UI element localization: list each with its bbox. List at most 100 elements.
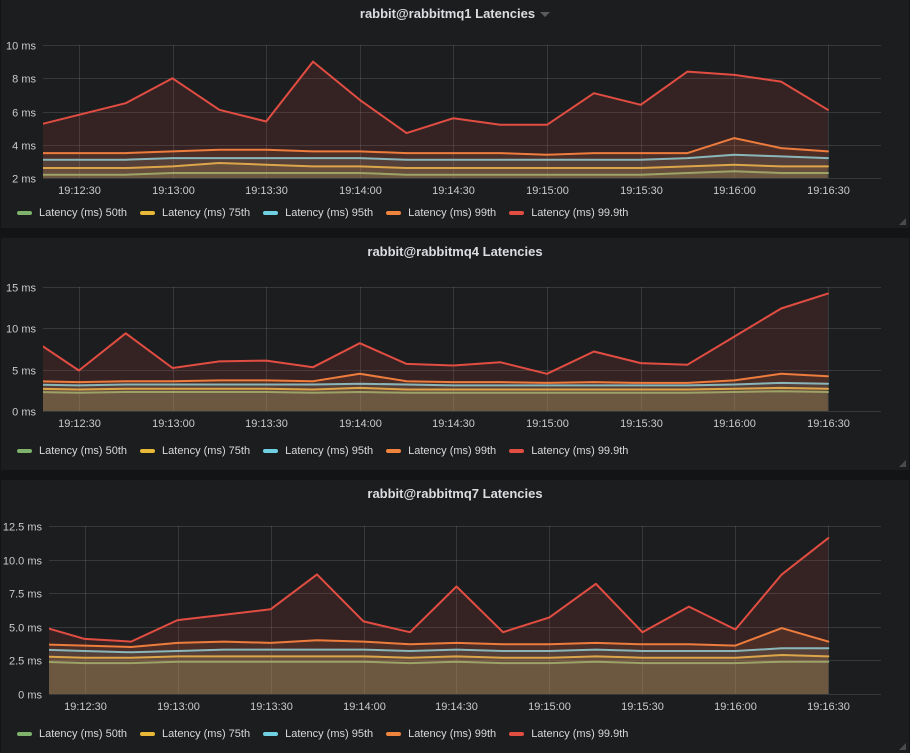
x-tick-label: 19:14:00 [339, 418, 382, 430]
series-area-99.9th [43, 293, 828, 411]
y-tick-label: 10.0 ms [3, 556, 43, 568]
legend-item-75th[interactable]: Latency (ms) 75th [140, 445, 250, 457]
legend-item-99.9th[interactable]: Latency (ms) 99.9th [509, 728, 628, 740]
x-tick-label: 19:14:30 [432, 185, 475, 197]
legend-item-50th[interactable]: Latency (ms) 50th [17, 445, 127, 457]
legend-label: Latency (ms) 50th [39, 444, 128, 457]
y-tick-label: 10 ms [6, 324, 36, 336]
x-tick-label: 19:16:30 [807, 701, 850, 713]
series-area-50th [43, 171, 828, 178]
series-line-99.9th [49, 537, 830, 643]
legend-swatch-95th [263, 448, 279, 453]
legend-swatch-50th [17, 448, 32, 453]
x-tick-label: 19:15:00 [526, 418, 569, 430]
x-tick-label: 19:15:00 [526, 185, 569, 197]
series-area-75th [49, 655, 829, 694]
panel-menu-caret-icon[interactable] [540, 12, 551, 17]
x-tick-label: 19:12:30 [64, 701, 107, 713]
panel-header[interactable]: rabbit@rabbitmq1 Latencies [1, 0, 909, 27]
panel-title[interactable]: rabbit@rabbitmq1 Latencies [359, 6, 536, 21]
series-area-99.9th [43, 61, 828, 178]
series-line-75th [43, 386, 829, 391]
x-tick-label: 19:13:00 [152, 185, 195, 197]
panel-title[interactable]: rabbit@rabbitmq4 Latencies [367, 244, 543, 259]
legend-item-50th[interactable]: Latency (ms) 50th [17, 728, 127, 740]
plot-area[interactable] [43, 45, 881, 178]
legend-item-95th[interactable]: Latency (ms) 95th [263, 207, 373, 219]
x-tick-label: 19:14:00 [343, 701, 386, 713]
latency-chart[interactable]: 2 ms 4 ms 6 ms 8 ms 10 ms 19:12:30 19:13:00 19:… [1, 27, 909, 197]
legend-label: Latency (ms) 75th [162, 444, 251, 457]
series-area-95th [43, 382, 828, 411]
legend-item-75th[interactable]: Latency (ms) 75th [140, 728, 250, 740]
legend-swatch-99.9th [509, 210, 525, 215]
legend-item-99th[interactable]: Latency (ms) 99th [386, 728, 496, 740]
series-line-95th [49, 647, 830, 654]
y-tick-label: 10 ms [6, 41, 36, 53]
x-tick-label: 19:15:30 [621, 701, 664, 713]
x-tick-label: 19:14:30 [432, 418, 475, 430]
panel-header[interactable]: rabbit@rabbitmq7 Latencies [1, 480, 909, 507]
legend-label: Latency (ms) 95th [285, 444, 374, 457]
legend-label: Latency (ms) 99th [408, 206, 497, 219]
x-tick-label: 19:13:00 [157, 701, 200, 713]
panel-title[interactable]: rabbit@rabbitmq7 Latencies [367, 486, 543, 501]
series-line-75th [43, 162, 829, 169]
legend-swatch-95th [263, 731, 279, 736]
latency-chart[interactable]: 0 ms 2.5 ms 5.0 ms 7.5 ms 10.0 ms 12.5 ms 19:1… [1, 507, 909, 714]
legend-item-99.9th[interactable]: Latency (ms) 99.9th [509, 445, 628, 457]
legend-swatch-99.9th [509, 448, 525, 453]
y-tick-label: 8 ms [12, 74, 36, 86]
legend-item-95th[interactable]: Latency (ms) 95th [263, 728, 373, 740]
y-tick-label: 4 ms [12, 141, 36, 153]
plot-area[interactable] [49, 526, 881, 694]
y-tick-label: 0 ms [18, 690, 42, 702]
series-line-50th [43, 170, 829, 176]
legend-label: Latency (ms) 99.9th [531, 206, 629, 219]
latency-chart[interactable]: 0 ms 5 ms 10 ms 15 ms 19:12:30 19:13:00 19:13:… [1, 265, 909, 431]
x-tick-label: 19:14:30 [435, 701, 478, 713]
chart-canvas: 2 ms 4 ms 6 ms 8 ms 10 ms 19:12:30 19:13:00 19:… [6, 41, 881, 197]
chart-legend: Latency (ms) 50th Latency (ms) 75th Latenc… [1, 714, 909, 753]
legend-item-75th[interactable]: Latency (ms) 75th [140, 207, 250, 219]
series-line-99th [43, 372, 829, 384]
legend-item-50th[interactable]: Latency (ms) 50th [17, 207, 127, 219]
plot-area[interactable] [43, 287, 881, 411]
legend-item-99.9th[interactable]: Latency (ms) 99.9th [509, 207, 628, 219]
panel-resize-handle-icon[interactable] [899, 218, 906, 225]
legend-swatch-75th [140, 448, 156, 453]
series-line-75th [49, 654, 830, 659]
y-tick-label: 15 ms [6, 283, 36, 295]
legend-label: Latency (ms) 99th [408, 727, 497, 740]
legend-label: Latency (ms) 50th [39, 206, 128, 219]
legend-item-99th[interactable]: Latency (ms) 99th [386, 207, 496, 219]
legend-label: Latency (ms) 75th [162, 727, 251, 740]
legend-item-95th[interactable]: Latency (ms) 95th [263, 445, 373, 457]
panel-header[interactable]: rabbit@rabbitmq4 Latencies [1, 238, 909, 265]
chart-canvas: 0 ms 5 ms 10 ms 15 ms 19:12:30 19:13:00 19:13:… [6, 283, 881, 430]
series-line-95th [43, 381, 829, 387]
legend-swatch-75th [140, 731, 156, 736]
series-line-99th [49, 627, 830, 648]
legend-label: Latency (ms) 95th [285, 727, 374, 740]
panel-resize-handle-icon[interactable] [899, 743, 906, 750]
y-tick-label: 6 ms [12, 108, 36, 120]
legend-swatch-75th [140, 210, 156, 215]
series-area-50th [43, 391, 828, 411]
series-line-99.9th [43, 292, 829, 375]
legend-swatch-99th [386, 448, 402, 453]
y-tick-label: 7.5 ms [9, 589, 43, 601]
legend-item-99th[interactable]: Latency (ms) 99th [386, 445, 496, 457]
x-tick-label: 19:16:00 [713, 185, 756, 197]
panel-resize-handle-icon[interactable] [899, 460, 906, 467]
series-area-99.9th [49, 538, 829, 694]
x-tick-label: 19:13:30 [245, 185, 288, 197]
legend-label: Latency (ms) 99.9th [531, 444, 629, 457]
x-tick-label: 19:12:30 [58, 185, 101, 197]
legend-swatch-99th [386, 210, 402, 215]
x-tick-label: 19:16:30 [807, 185, 850, 197]
y-tick-label: 0 ms [12, 407, 36, 419]
chart-canvas: 0 ms 2.5 ms 5.0 ms 7.5 ms 10.0 ms 12.5 ms 19:1… [3, 522, 881, 713]
series-area-75th [43, 387, 828, 411]
